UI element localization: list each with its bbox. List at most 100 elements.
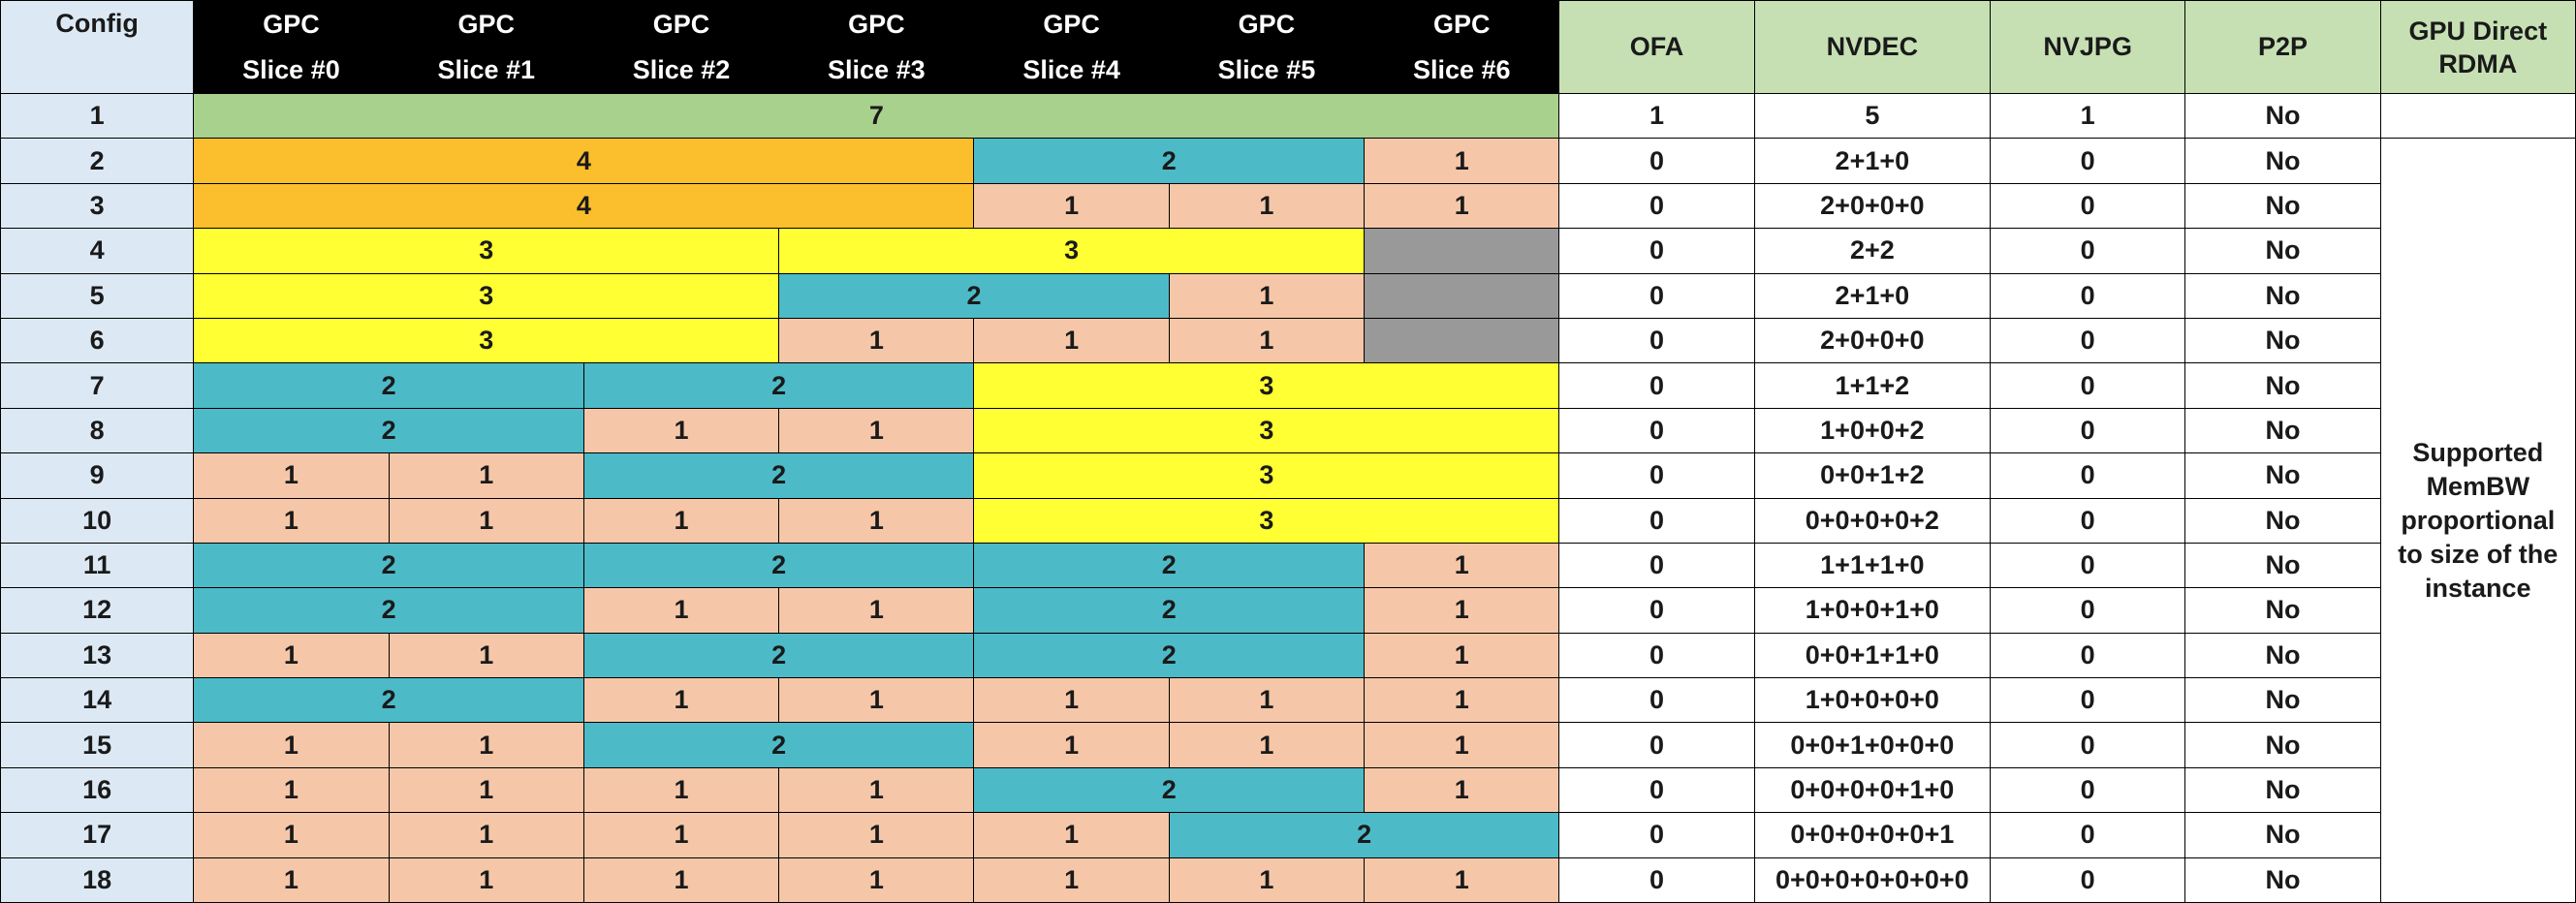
table-row: 6 3 1 1 1 0 2+0+0+0 0 No <box>0 317 2576 364</box>
gpu-instance-slice: 3 <box>193 272 780 319</box>
nvjpg-header: NVJPG <box>1990 0 2186 94</box>
gpu-instance-slice: 1 <box>388 452 584 499</box>
table-row: 16 1 1 1 1 2 1 0 0+0+0+0+1+0 0 No <box>0 766 2576 814</box>
gpu-instance-slice: 1 <box>388 632 584 679</box>
gpu-instance-slice: 3 <box>193 228 780 274</box>
config-number: 18 <box>0 856 195 903</box>
gpu-instance-slice: 1 <box>1364 587 1560 634</box>
p2p-cell: No <box>2184 452 2381 499</box>
gpc-slice-6-header: GPC Slice #6 <box>1364 0 1560 94</box>
nvdec-cell: 0+0+0+0+0+0+0 <box>1753 856 1992 903</box>
gpu-instance-slice: 1 <box>1168 317 1366 364</box>
gpu-instance-slice: 1 <box>193 632 390 679</box>
gpu-instance-slice: 1 <box>1168 856 1366 903</box>
config-number: 13 <box>0 632 195 679</box>
gpu-instance-slice: 1 <box>778 317 975 364</box>
table-row: 10 1 1 1 1 3 0 0+0+0+0+2 0 No <box>0 497 2576 544</box>
gpu-instance-slice: 3 <box>193 317 780 364</box>
gpu-instance-slice: 1 <box>1168 182 1366 230</box>
gpu-instance-slice: 1 <box>778 677 975 724</box>
p2p-cell: No <box>2184 362 2381 409</box>
config-number: 2 <box>0 138 195 184</box>
p2p-cell: No <box>2184 228 2381 274</box>
p2p-cell: No <box>2184 92 2381 140</box>
rdma-note: Supported MemBW proportional to size of … <box>2379 138 2576 903</box>
config-number: 10 <box>0 497 195 544</box>
table-row: 7 2 2 3 0 1+1+2 0 No <box>0 362 2576 409</box>
gpc-slice-2-header: GPC Slice #2 <box>582 0 780 94</box>
nvjpg-cell: 0 <box>1990 632 2186 679</box>
config-number: 5 <box>0 272 195 319</box>
p2p-cell: No <box>2184 677 2381 724</box>
config-number: 9 <box>0 452 195 499</box>
nvjpg-cell: 0 <box>1990 812 2186 858</box>
config-header: Config <box>0 0 195 94</box>
gpu-instance-slice: 1 <box>388 766 584 814</box>
ofa-cell: 0 <box>1558 856 1755 903</box>
gpu-instance-slice: 1 <box>973 856 1170 903</box>
config-number: 14 <box>0 677 195 724</box>
nvdec-cell: 1+0+0+0+0 <box>1753 677 1992 724</box>
gpu-instance-slice: 3 <box>973 497 1560 544</box>
nvjpg-cell: 0 <box>1990 677 2186 724</box>
gpu-instance-slice: 1 <box>1364 766 1560 814</box>
nvjpg-cell: 0 <box>1990 497 2186 544</box>
gpu-instance-slice: 3 <box>973 362 1560 409</box>
gpu-instance-slice: 2 <box>778 272 1170 319</box>
ofa-cell: 0 <box>1558 317 1755 364</box>
nvjpg-cell: 0 <box>1990 272 2186 319</box>
gpu-instance-slice: 1 <box>973 722 1170 768</box>
gpu-instance-slice: 1 <box>388 812 584 858</box>
gpu-instance-slice: 3 <box>778 228 1366 274</box>
ofa-cell: 0 <box>1558 722 1755 768</box>
nvjpg-cell: 0 <box>1990 587 2186 634</box>
table-row: 15 1 1 2 1 1 1 0 0+0+1+0+0+0 0 No <box>0 722 2576 768</box>
nvdec-cell: 2+2 <box>1753 228 1992 274</box>
nvdec-cell: 0+0+0+0+2 <box>1753 497 1992 544</box>
gpu-instance-slice: 1 <box>582 677 780 724</box>
table-row: 17 1 1 1 1 1 2 0 0+0+0+0+0+1 0 No <box>0 812 2576 858</box>
gpu-instance-slice: 1 <box>1364 677 1560 724</box>
gpu-instance-slice: 2 <box>582 452 975 499</box>
gpu-instance-slice: 1 <box>1364 182 1560 230</box>
gpu-instance-slice: 1 <box>1364 856 1560 903</box>
gpu-instance-slice: 2 <box>193 677 584 724</box>
p2p-cell: No <box>2184 587 2381 634</box>
unused-slice <box>1364 317 1560 364</box>
gpu-instance-slice: 2 <box>973 138 1366 184</box>
gpu-instance-slice: 2 <box>193 362 584 409</box>
config-number: 4 <box>0 228 195 274</box>
gpu-instance-slice: 1 <box>582 856 780 903</box>
gpu-instance-slice: 1 <box>1364 632 1560 679</box>
gpu-instance-slice: 1 <box>582 766 780 814</box>
ofa-cell: 0 <box>1558 407 1755 454</box>
gpu-instance-slice: 1 <box>388 497 584 544</box>
nvdec-cell: 2+1+0 <box>1753 138 1992 184</box>
gpu-instance-slice: 1 <box>778 587 975 634</box>
nvdec-header: NVDEC <box>1753 0 1992 94</box>
gpu-instance-slice: 1 <box>1364 542 1560 589</box>
gpc-slice-3-header: GPC Slice #3 <box>778 0 975 94</box>
config-number: 6 <box>0 317 195 364</box>
p2p-cell: No <box>2184 497 2381 544</box>
unused-slice <box>1364 272 1560 319</box>
gpu-instance-slice: 1 <box>778 856 975 903</box>
nvjpg-cell: 0 <box>1990 722 2186 768</box>
gpc-slice-4-header: GPC Slice #4 <box>973 0 1170 94</box>
gpu-instance-slice: 1 <box>193 722 390 768</box>
gpu-instance-slice: 1 <box>582 497 780 544</box>
gpu-instance-slice: 1 <box>973 182 1170 230</box>
nvdec-cell: 0+0+0+0+0+1 <box>1753 812 1992 858</box>
nvjpg-cell: 0 <box>1990 317 2186 364</box>
gpu-instance-slice: 2 <box>193 407 584 454</box>
gpu-instance-slice: 2 <box>582 632 975 679</box>
nvdec-cell: 0+0+0+0+1+0 <box>1753 766 1992 814</box>
gpu-instance-slice: 1 <box>1168 722 1366 768</box>
ofa-cell: 1 <box>1558 92 1755 140</box>
ofa-cell: 0 <box>1558 766 1755 814</box>
gpu-instance-slice: 1 <box>388 856 584 903</box>
ofa-cell: 0 <box>1558 362 1755 409</box>
gpu-instance-slice: 2 <box>582 362 975 409</box>
gpu-instance-slice: 2 <box>193 587 584 634</box>
gpu-instance-slice: 1 <box>582 407 780 454</box>
